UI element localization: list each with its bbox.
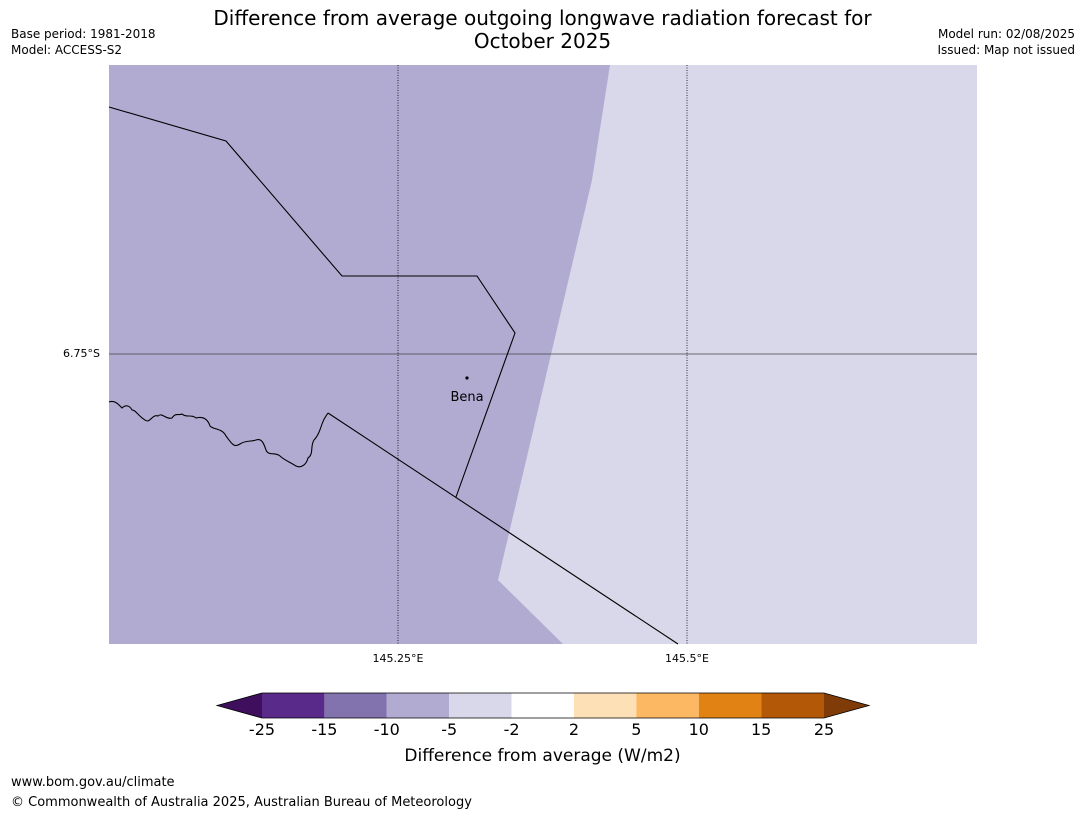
model-run: Model run: 02/08/2025 [937, 27, 1075, 41]
footer-copyright: © Commonwealth of Australia 2025, Austra… [11, 795, 472, 810]
y-axis-label: 6.75°S [63, 347, 100, 360]
colorbar-tick: 5 [631, 720, 642, 739]
x-axis-label: 145.25°E [372, 652, 424, 665]
title-line-1: Difference from average outgoing longwav… [213, 6, 872, 30]
colorbar-tick: 2 [568, 720, 580, 739]
colorbar-segment [324, 693, 387, 718]
shading-region-minus-10-to-minus-5 [109, 65, 610, 644]
colorbar-segment [386, 693, 450, 718]
colorbar-tick: -2 [503, 720, 520, 739]
place-marker-bena [465, 376, 469, 380]
x-axis-label: 145.5°E [665, 652, 709, 665]
colorbar-segment [449, 693, 512, 718]
colorbar-tick: -25 [248, 720, 276, 739]
map-title: Difference from average outgoing longwav… [0, 7, 1085, 53]
province-boundary [108, 400, 329, 468]
colorbar-tick: -10 [373, 720, 400, 739]
title-line-2: October 2025 [473, 29, 612, 53]
colorbar-tick: 10 [688, 720, 709, 739]
base-period: Base period: 1981-2018 [11, 27, 156, 41]
colorbar-segment [574, 693, 637, 718]
issued-status: Issued: Map not issued [937, 43, 1075, 57]
model-name: Model: ACCESS-S2 [11, 43, 123, 57]
colorbar-segment [636, 693, 699, 718]
footer-url: www.bom.gov.au/climate [11, 775, 175, 790]
meta-left: Base period: 1981-2018 Model: ACCESS-S2 [11, 26, 156, 58]
colorbar-segment [511, 693, 574, 718]
colorbar-min-arrow [217, 693, 262, 718]
colorbar-segment [761, 693, 824, 718]
colorbar-max-arrow [824, 693, 869, 718]
colorbar-outline [215, 692, 871, 719]
colorbar-tick: 25 [813, 720, 835, 739]
province-boundary [108, 106, 516, 498]
colorbar-segment [698, 693, 762, 718]
province-boundary [327, 412, 679, 645]
colorbar-tick: 15 [751, 720, 772, 739]
colorbar-segment [262, 693, 325, 718]
colorbar-tick: -15 [311, 720, 338, 739]
colorbar-label: Difference from average (W/m2) [404, 746, 681, 766]
meta-right: Model run: 02/08/2025 Issued: Map not is… [937, 26, 1075, 58]
place-label-bena: Bena [450, 390, 483, 405]
colorbar-tick: -5 [441, 720, 458, 739]
